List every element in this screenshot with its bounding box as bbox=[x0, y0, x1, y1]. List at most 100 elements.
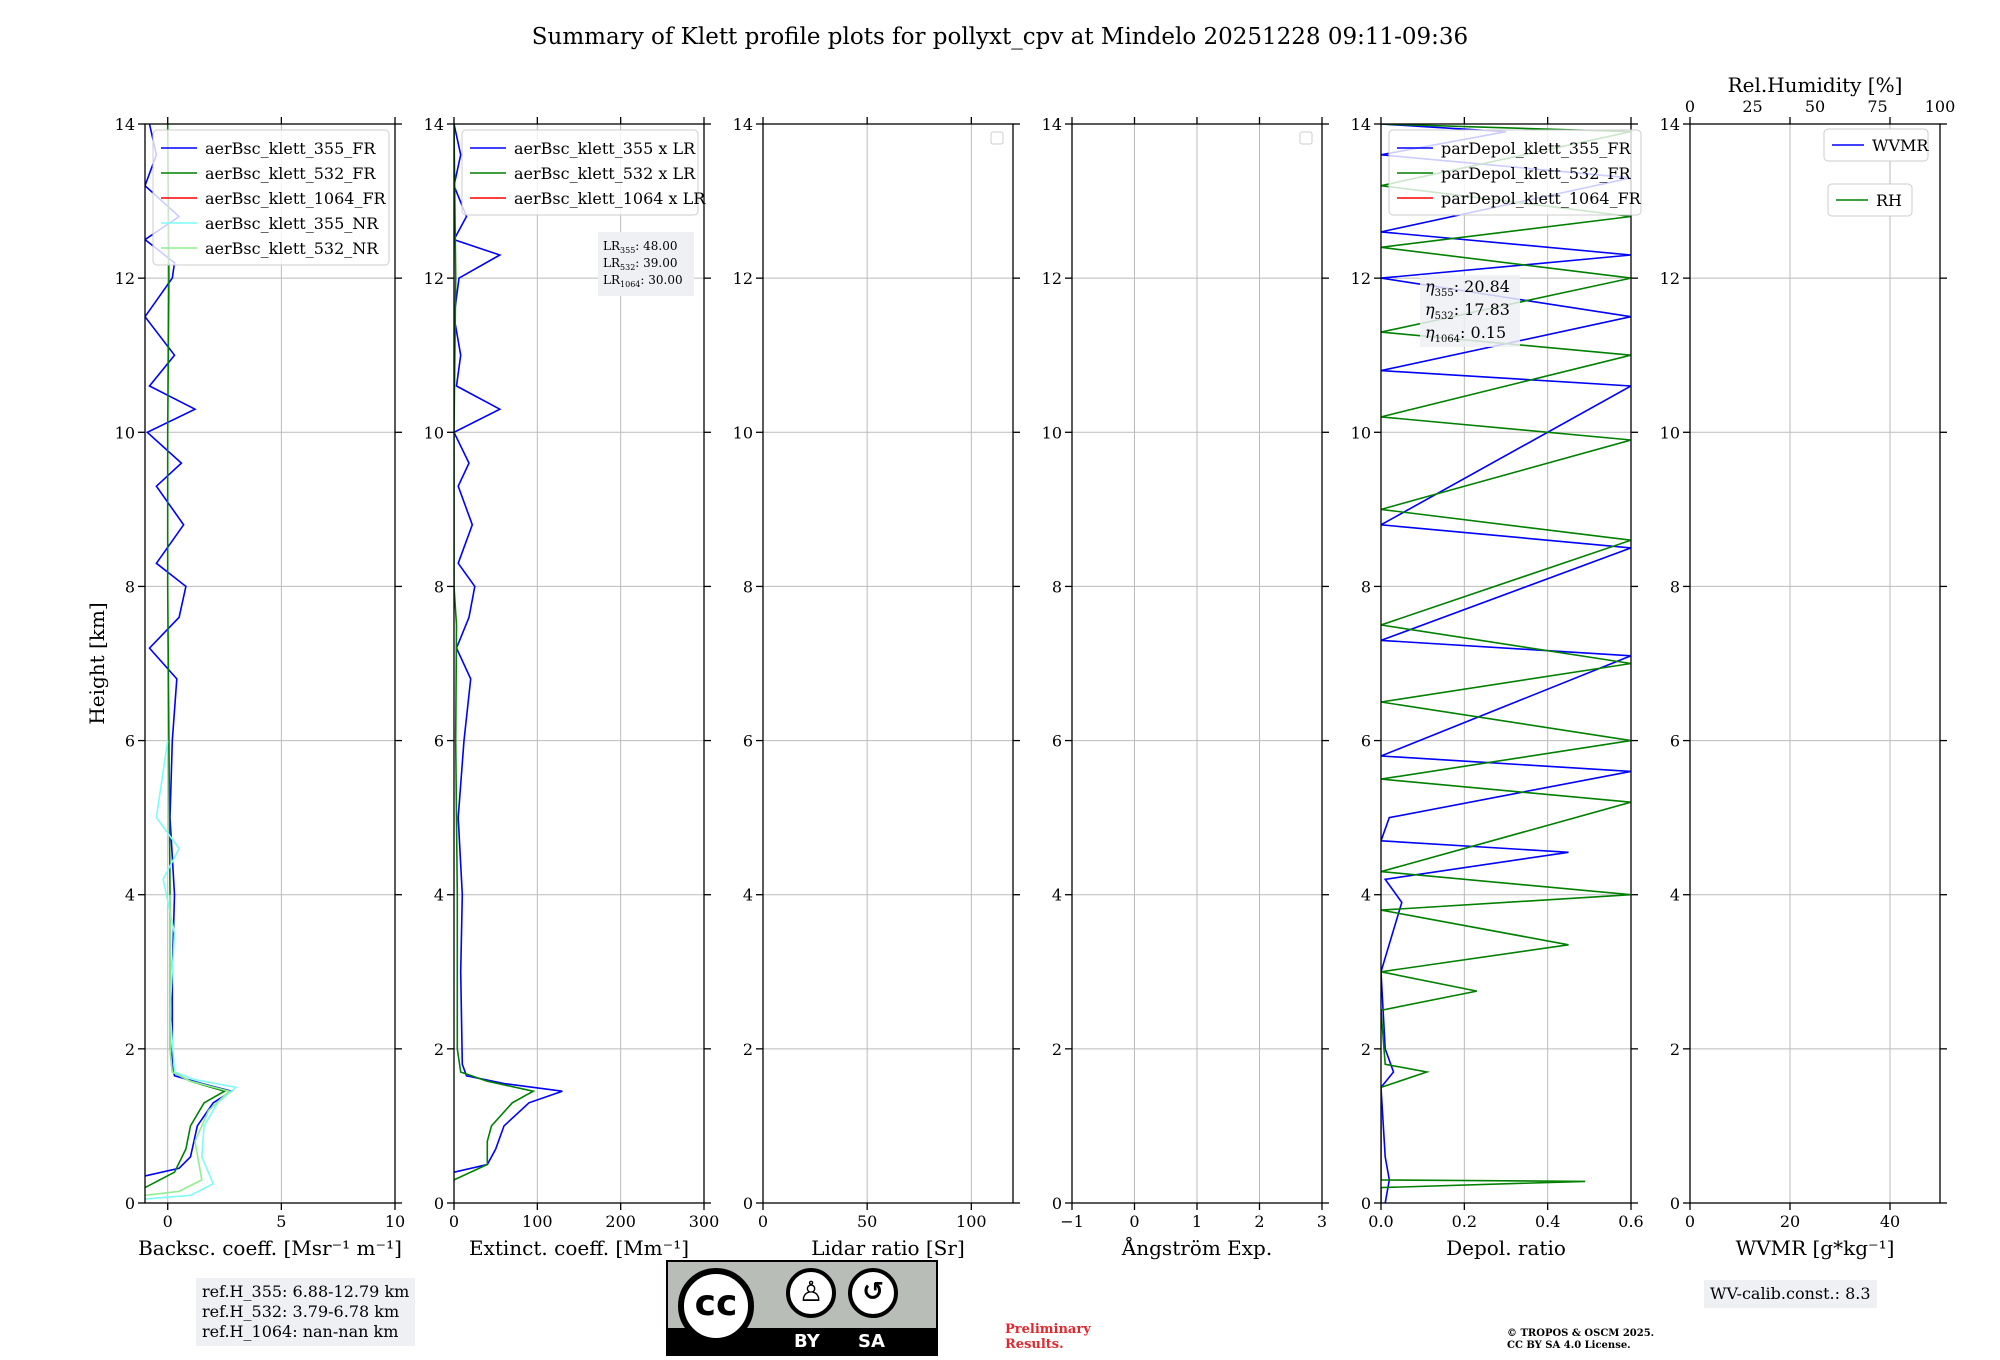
wvmr-ytick-label-8: 8 bbox=[1670, 577, 1680, 596]
extinction-legend-label-2: aerBsc_klett_1064 x LR bbox=[514, 189, 706, 208]
backscatter-ytick-label-12: 12 bbox=[115, 269, 135, 288]
depol-series-parDepol_klett_355_FR bbox=[1381, 124, 1631, 1203]
depol-xtick-label-0.4: 0.4 bbox=[1535, 1212, 1560, 1231]
angstrom-ytick-label-2: 2 bbox=[1052, 1040, 1062, 1059]
backscatter-frame bbox=[144, 123, 396, 1204]
eta-annotation-1064: η1064: 0.15 bbox=[1425, 323, 1506, 345]
angstrom-xlabel: Ångström Exp. bbox=[1121, 1235, 1272, 1260]
wvmr-ytick-label-2: 2 bbox=[1670, 1040, 1680, 1059]
backscatter-ytick-label-6: 6 bbox=[125, 732, 135, 751]
depol-legend-box bbox=[1388, 129, 1642, 216]
backscatter-ytick-label-8: 8 bbox=[125, 577, 135, 596]
angstrom-xtick-label-3: 3 bbox=[1317, 1212, 1327, 1231]
backscatter-legend-box bbox=[152, 129, 390, 266]
wvmr-legend-box-0 bbox=[1823, 128, 1929, 162]
wv-calib-box: WV-calib.const.: 8.3 bbox=[1704, 1280, 1877, 1308]
lidar_ratio-ytick-label-4: 4 bbox=[743, 886, 753, 905]
backscatter-series-aerBsc_klett_355_NR bbox=[145, 740, 238, 1200]
extinction-ytick-label-8: 8 bbox=[434, 577, 444, 596]
extinction-ytick-label-0: 0 bbox=[434, 1194, 444, 1213]
extinction-xlabel: Extinct. coeff. [Mm⁻¹] bbox=[469, 1236, 689, 1260]
depol-ytick-label-14: 14 bbox=[1351, 115, 1371, 134]
lidar_ratio-ytick-label-2: 2 bbox=[743, 1040, 753, 1059]
backscatter-ytick-label-10: 10 bbox=[115, 423, 135, 442]
ref-height-532: ref.H_532: 3.79-6.78 km bbox=[202, 1302, 400, 1321]
lr-annotation-box bbox=[598, 232, 694, 296]
wvmr-top-tick-label-100: 100 bbox=[1925, 97, 1956, 116]
lidar_ratio-ytick-label-12: 12 bbox=[733, 269, 753, 288]
lidar_ratio-xtick-label-100: 100 bbox=[956, 1212, 987, 1231]
angstrom-ytick-label-12: 12 bbox=[1042, 269, 1062, 288]
extinction-xtick-label-0: 0 bbox=[449, 1212, 459, 1231]
eta-annotation-355: η355: 20.84 bbox=[1425, 277, 1510, 299]
depol-ytick-label-10: 10 bbox=[1351, 423, 1371, 442]
depol-ytick-label-2: 2 bbox=[1361, 1040, 1371, 1059]
ref-height-355: ref.H_355: 6.88-12.79 km bbox=[202, 1282, 410, 1301]
extinction-xtick-label-200: 200 bbox=[605, 1212, 636, 1231]
wvmr-ytick-label-0: 0 bbox=[1670, 1194, 1680, 1213]
extinction-ytick-label-14: 14 bbox=[424, 115, 444, 134]
cc-icon: cc bbox=[678, 1268, 754, 1344]
backscatter-ylabel: Height [km] bbox=[85, 602, 109, 724]
angstrom-ytick-label-14: 14 bbox=[1042, 115, 1062, 134]
depol-xtick-label-0.6: 0.6 bbox=[1618, 1212, 1643, 1231]
preliminary-line-1: Preliminary bbox=[1005, 1322, 1091, 1337]
preliminary-line-2: Results. bbox=[1005, 1337, 1064, 1352]
lidar_ratio-ytick-label-8: 8 bbox=[743, 577, 753, 596]
reference-height-box: ref.H_355: 6.88-12.79 km ref.H_532: 3.79… bbox=[196, 1278, 416, 1346]
angstrom-ytick-label-4: 4 bbox=[1052, 886, 1062, 905]
lidar_ratio-xtick-label-50: 50 bbox=[857, 1212, 877, 1231]
depol-legend-label-2: parDepol_klett_1064_FR bbox=[1441, 189, 1642, 208]
sa-label: SA bbox=[858, 1331, 885, 1352]
depol-ytick-label-12: 12 bbox=[1351, 269, 1371, 288]
copyright-notice: © TROPOS & OSCM 2025. CC BY SA 4.0 Licen… bbox=[1507, 1328, 1654, 1352]
extinction-legend-label-1: aerBsc_klett_532 x LR bbox=[514, 164, 696, 183]
wvmr-xtick-label-40: 40 bbox=[1880, 1212, 1900, 1231]
depol-xtick-label-0.2: 0.2 bbox=[1452, 1212, 1477, 1231]
backscatter-xtick-label-5: 5 bbox=[276, 1212, 286, 1231]
backscatter-legend-label-2: aerBsc_klett_1064_FR bbox=[205, 189, 387, 208]
lr-annotation-355: LR355: 48.00 bbox=[603, 239, 678, 255]
lidar_ratio-ytick-label-14: 14 bbox=[733, 115, 753, 134]
extinction-frame bbox=[453, 123, 705, 1204]
wvmr-legend-label-0: WVMR bbox=[1872, 136, 1929, 155]
wvmr-top-tick-label-75: 75 bbox=[1867, 97, 1887, 116]
lr-annotation-532: LR532: 39.00 bbox=[603, 256, 678, 272]
by-label: BY bbox=[794, 1331, 820, 1352]
angstrom-xtick-label-2: 2 bbox=[1254, 1212, 1264, 1231]
depol-frame bbox=[1380, 123, 1632, 1204]
lidar_ratio-frame bbox=[762, 123, 1014, 1204]
extinction-ytick-label-6: 6 bbox=[434, 732, 444, 751]
lidar_ratio-ytick-label-10: 10 bbox=[733, 423, 753, 442]
chart-title: Summary of Klett profile plots for polly… bbox=[532, 24, 1468, 50]
extinction-legend-box bbox=[461, 129, 699, 216]
backscatter-ytick-label-2: 2 bbox=[125, 1040, 135, 1059]
depol-legend-label-1: parDepol_klett_532_FR bbox=[1441, 164, 1632, 183]
extinction-xtick-label-300: 300 bbox=[689, 1212, 720, 1231]
depol-xtick-label-0: 0.0 bbox=[1368, 1212, 1393, 1231]
angstrom-xtick-label--1: −1 bbox=[1060, 1212, 1084, 1231]
eta-annotation-532: η532: 17.83 bbox=[1425, 300, 1510, 322]
copyright-line-2: CC BY SA 4.0 License. bbox=[1507, 1340, 1631, 1351]
wvmr-ytick-label-10: 10 bbox=[1660, 423, 1680, 442]
backscatter-xtick-label-10: 10 bbox=[385, 1212, 405, 1231]
depol-xlabel: Depol. ratio bbox=[1446, 1236, 1566, 1260]
extinction-ytick-label-4: 4 bbox=[434, 886, 444, 905]
extinction-xtick-label-100: 100 bbox=[522, 1212, 553, 1231]
depol-legend-label-0: parDepol_klett_355_FR bbox=[1441, 139, 1632, 158]
lidar_ratio-ytick-label-6: 6 bbox=[743, 732, 753, 751]
wv-calib-value: WV-calib.const.: 8.3 bbox=[1710, 1284, 1871, 1303]
backscatter-legend-label-3: aerBsc_klett_355_NR bbox=[205, 214, 379, 233]
wvmr-top-xlabel: Rel.Humidity [%] bbox=[1728, 73, 1903, 97]
preliminary-notice: Preliminary Results. bbox=[1005, 1322, 1091, 1352]
extinction-ytick-label-12: 12 bbox=[424, 269, 444, 288]
lidar_ratio-empty-legend bbox=[990, 131, 1004, 145]
wvmr-xlabel: WVMR [g*kg⁻¹] bbox=[1736, 1236, 1895, 1260]
eta-annotation-box bbox=[1420, 275, 1520, 347]
backscatter-ytick-label-4: 4 bbox=[125, 886, 135, 905]
copyright-line-1: © TROPOS & OSCM 2025. bbox=[1507, 1328, 1655, 1339]
lidar_ratio-xlabel: Lidar ratio [Sr] bbox=[811, 1236, 965, 1260]
extinction-series-aerBsc_klett_532 x LR bbox=[454, 124, 536, 1181]
backscatter-ytick-label-14: 14 bbox=[115, 115, 135, 134]
